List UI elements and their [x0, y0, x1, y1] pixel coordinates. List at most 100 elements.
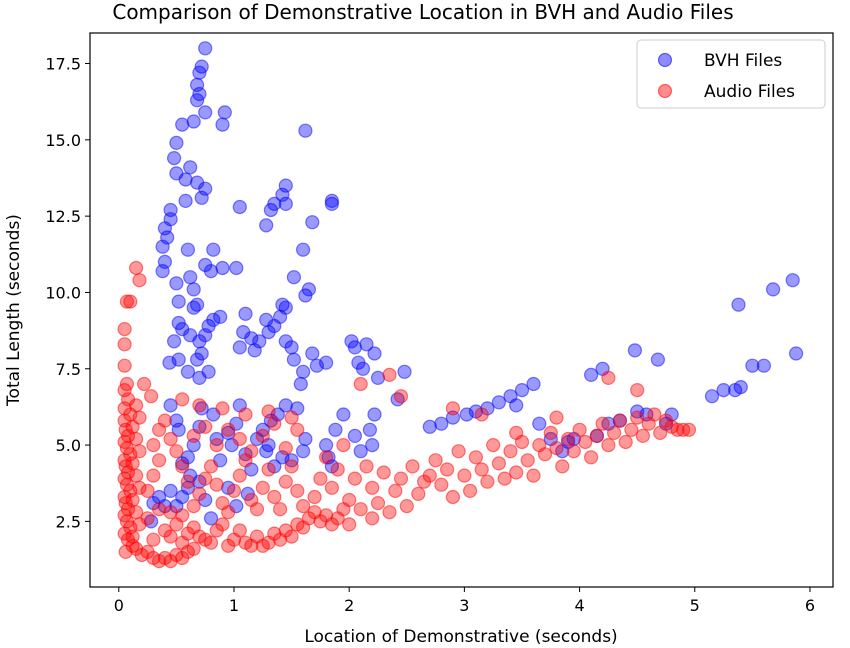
data-point: [388, 483, 403, 498]
data-point: [549, 441, 564, 456]
data-point: [653, 425, 668, 440]
data-point: [457, 468, 472, 483]
data-point: [217, 105, 232, 120]
data-point: [175, 535, 190, 550]
data-point: [555, 459, 570, 474]
data-point: [229, 260, 244, 276]
data-point: [440, 462, 455, 477]
data-point: [543, 425, 558, 440]
data-point: [298, 123, 313, 138]
data-point: [382, 505, 397, 520]
data-point: [716, 383, 731, 398]
data-point: [186, 428, 201, 443]
data-point: [129, 505, 144, 520]
data-point: [347, 340, 362, 355]
y-tick-label: 15.0: [45, 131, 81, 150]
data-point: [296, 364, 311, 379]
data-point: [163, 398, 178, 413]
data-point: [330, 462, 345, 477]
points-layer: [117, 41, 804, 569]
data-point: [382, 367, 397, 382]
data-point: [146, 532, 161, 547]
data-point: [249, 502, 265, 517]
data-point: [520, 453, 535, 468]
data-point: [255, 480, 270, 495]
data-point: [549, 410, 564, 425]
data-point: [263, 202, 278, 218]
x-tick-label: 1: [229, 596, 239, 615]
data-point: [238, 407, 253, 422]
data-point: [468, 450, 483, 465]
chart-title: Comparison of Demonstrative Location in …: [112, 0, 733, 24]
data-point: [336, 407, 351, 422]
data-point: [125, 492, 140, 508]
data-point: [221, 422, 236, 437]
data-point: [186, 114, 201, 129]
data-point: [190, 352, 205, 367]
y-tick-label: 5.0: [56, 436, 81, 455]
data-point: [393, 389, 409, 404]
data-point: [509, 465, 524, 480]
data-point: [324, 193, 339, 208]
data-point: [117, 358, 132, 373]
data-point: [313, 471, 328, 486]
data-point: [376, 465, 391, 480]
data-point: [232, 199, 247, 215]
data-point: [319, 450, 334, 465]
x-axis-label: Location of Demonstrative (seconds): [304, 627, 617, 647]
data-point: [190, 297, 205, 312]
data-point: [445, 401, 460, 416]
data-point: [319, 355, 334, 370]
data-point: [175, 508, 190, 523]
x-tick-label: 4: [574, 596, 584, 615]
data-point: [167, 151, 182, 166]
legend-frame: [636, 39, 826, 109]
data-point: [169, 444, 184, 459]
data-point: [399, 499, 414, 514]
data-point: [397, 364, 412, 379]
data-point: [192, 486, 207, 501]
data-point: [201, 364, 216, 379]
data-point: [163, 529, 178, 544]
y-axis-label: Total Length (seconds): [4, 214, 24, 407]
data-point: [198, 471, 213, 486]
data-point: [342, 517, 357, 532]
y-tick-label: 12.5: [45, 207, 81, 226]
data-point: [232, 431, 247, 447]
data-point: [137, 376, 152, 392]
data-point: [612, 413, 628, 428]
data-point: [183, 160, 198, 175]
data-point: [367, 346, 382, 361]
data-point: [198, 257, 213, 273]
data-point: [286, 270, 301, 285]
data-point: [362, 422, 377, 437]
data-point: [152, 453, 167, 468]
data-point: [119, 294, 135, 309]
data-point: [298, 288, 313, 303]
data-point: [445, 489, 460, 505]
data-point: [353, 444, 368, 459]
data-point: [275, 297, 290, 312]
data-point: [259, 312, 274, 327]
data-point: [155, 264, 170, 279]
data-point: [140, 483, 155, 498]
data-point: [244, 444, 259, 459]
data-point: [491, 456, 506, 471]
data-point: [123, 294, 138, 309]
data-point: [278, 398, 293, 413]
data-point: [267, 489, 282, 505]
data-point: [198, 419, 213, 434]
data-point: [169, 276, 184, 291]
data-point: [566, 444, 581, 459]
data-point: [213, 309, 228, 324]
data-point: [203, 535, 219, 550]
data-point: [480, 474, 495, 489]
data-point: [788, 346, 804, 361]
data-point: [183, 270, 198, 285]
data-point: [370, 496, 386, 511]
data-point: [670, 422, 685, 437]
data-point: [405, 459, 420, 474]
data-point: [704, 389, 720, 404]
data-point: [336, 438, 351, 453]
data-point: [305, 215, 320, 230]
